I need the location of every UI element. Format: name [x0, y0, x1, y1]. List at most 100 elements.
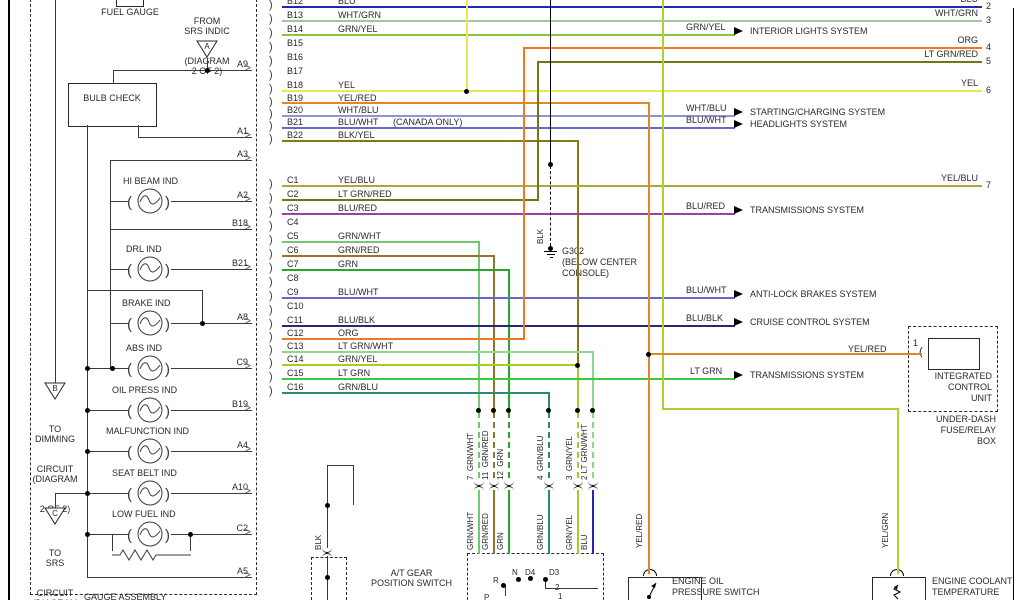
ground-icon: [550, 257, 553, 258]
wire: [171, 201, 252, 202]
wire: [87, 125, 88, 578]
wire: [87, 534, 129, 535]
junction-dot: [548, 162, 553, 167]
gauge-pin-label: A2: [236, 190, 248, 200]
wire: [493, 412, 495, 478]
edge-number: 4: [986, 42, 992, 52]
pin-note: (CANADA ONLY): [393, 117, 463, 127]
wire: [282, 364, 579, 366]
oil-switch-box: [628, 577, 702, 600]
svg-text:C: C: [52, 509, 58, 518]
indicator-label: BRAKE IND: [122, 298, 171, 308]
wire: [87, 368, 129, 369]
junction-dot: [506, 408, 511, 413]
connector-icon: ): [269, 120, 273, 132]
wire: [190, 535, 191, 551]
page-border-right: [1013, 8, 1014, 600]
gauge-pin-label: A10: [231, 482, 248, 492]
wire: [110, 269, 129, 270]
wire: [592, 490, 594, 554]
at-contact-n: N: [512, 568, 518, 577]
indicator-label: SEAT BELT IND: [112, 468, 177, 478]
at-bottom-wire-label: GRN/BLU: [536, 514, 545, 550]
pin-wire-color: BLU/WHT: [338, 117, 379, 127]
arrow-icon: [734, 206, 743, 214]
wire: [523, 47, 525, 340]
wire: [282, 127, 735, 129]
connector-icon: [588, 486, 598, 492]
pin-id: C6: [287, 245, 299, 255]
edge-wire-label: LT GRN/RED: [924, 49, 978, 59]
pin-wire-color: GRN/RED: [338, 245, 380, 255]
pin-wire-color: YEL/BLU: [338, 175, 376, 185]
oil-switch-label: ENGINE OIL: [672, 576, 724, 586]
pin-id: C15: [287, 368, 304, 378]
wire: [282, 185, 982, 187]
junction-dot: [205, 68, 210, 73]
wire: [478, 412, 480, 478]
arrow-icon: >: [245, 570, 251, 581]
arrow-icon: >: [245, 194, 251, 205]
wire: [87, 410, 129, 411]
junction-dot: [646, 352, 651, 357]
wire: [545, 580, 546, 589]
pin-wire-color: BLU: [338, 0, 356, 6]
at-contact-d4: D4: [525, 568, 536, 577]
wire: [648, 353, 922, 355]
pin-wire-color: BLU/WHT: [338, 287, 379, 297]
wire: [282, 325, 735, 327]
under-dash-label: BOX: [976, 436, 996, 446]
junction-dot: [575, 363, 580, 368]
gauge-assembly-box: [30, 0, 257, 595]
edge-wire-label: ORG: [957, 35, 978, 45]
at-contact-2: 2: [555, 583, 559, 592]
wire: [662, 0, 664, 410]
system-wire-label: BLU/RED: [686, 201, 726, 211]
svg-text:(: (: [127, 262, 132, 279]
bulb-icon: (): [127, 438, 170, 464]
under-dash-label: FUSE/RELAY: [940, 425, 996, 435]
at-bottom-wire-label: GRN/WHT: [466, 511, 475, 550]
connector-icon: ): [269, 96, 273, 108]
svg-text:A: A: [204, 42, 210, 51]
triangle-c-icon: C: [44, 507, 66, 525]
wire: [537, 61, 539, 201]
gauge-pin-label: A8: [236, 312, 248, 322]
pin-wire-color: YEL: [338, 80, 356, 90]
connector-icon: ): [269, 385, 273, 397]
switch-arrow-icon: [647, 582, 657, 599]
triangle-a-icon: A: [196, 40, 218, 58]
ground-dot: [548, 246, 553, 251]
pin-id: C16: [287, 382, 304, 392]
pin-id: C5: [287, 231, 299, 241]
connector-icon: ): [269, 318, 273, 330]
wire: [138, 137, 252, 138]
wire: [648, 102, 650, 574]
pin-wire-color: GRN/BLU: [338, 382, 379, 392]
connector-icon: ): [269, 304, 273, 316]
wire: [282, 140, 579, 142]
at-contact-p: P: [484, 593, 490, 600]
icu-box: [908, 326, 998, 412]
pin-wire-color: LT GRN: [338, 368, 371, 378]
wire: [87, 451, 129, 452]
wire: [171, 410, 252, 411]
junction-dot: [528, 576, 533, 581]
gauge-pin-label: C2: [236, 523, 248, 533]
wire: [138, 125, 139, 137]
indicator-label: OIL PRESS IND: [112, 385, 178, 395]
system-wire-label: BLU/WHT: [686, 115, 727, 125]
wire: [55, 0, 56, 383]
wire: [353, 465, 354, 505]
at-top-wire-label: 11 GRN/RED: [481, 430, 490, 480]
at-bottom-wire-label: BLU: [580, 534, 589, 550]
at-switch-box: [467, 553, 604, 600]
wire: [282, 297, 735, 299]
coolant-box: [872, 577, 926, 600]
wire: [577, 366, 579, 411]
svg-text:): ): [165, 486, 170, 503]
pin-id: B16: [287, 52, 304, 62]
arrow-icon: >: [245, 486, 251, 497]
